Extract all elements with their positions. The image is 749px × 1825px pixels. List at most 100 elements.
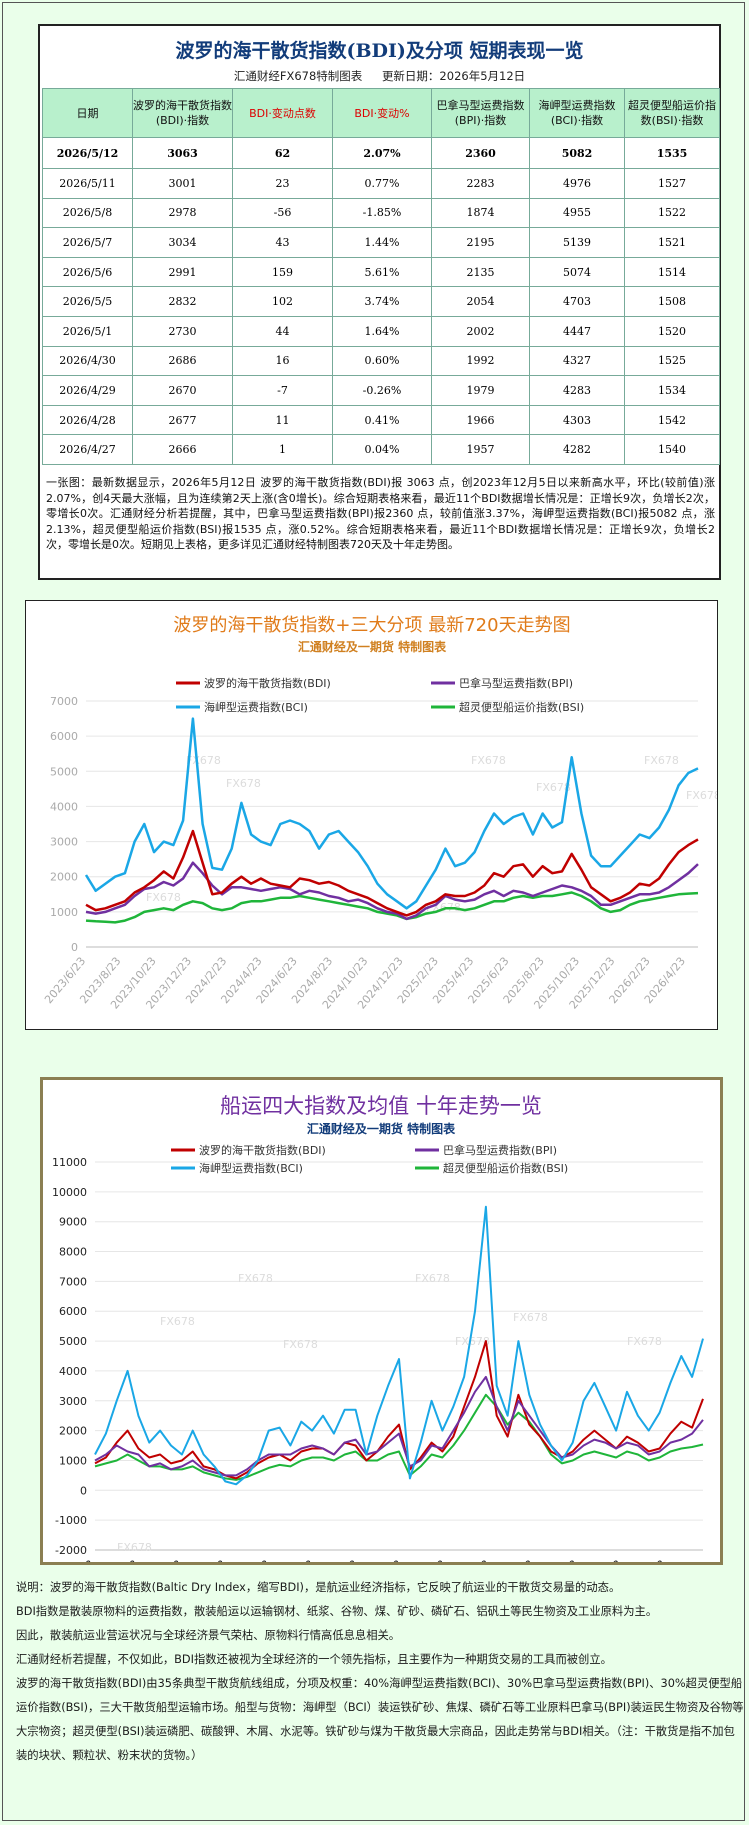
table-cell: 4303 — [529, 404, 625, 436]
legend-label-bsi: 超灵便型船运价指数(BSI) — [443, 1161, 568, 1175]
watermark: FX678 — [146, 891, 181, 904]
table-cell: 1525 — [624, 345, 720, 377]
y-tick-label: 4000 — [59, 1365, 87, 1378]
watermark: FX678 — [226, 777, 261, 790]
description-line: 说明：波罗的海干散货指数(Baltic Dry Index，缩写BDI)，是航运… — [16, 1581, 621, 1594]
chart-title: 船运四大指数及均值 十年走势一览 — [220, 1094, 542, 1118]
x-tick-label: 2016/1/3 — [187, 1558, 229, 1562]
table-cell: 2195 — [431, 227, 530, 258]
table-row: 2026/4/29 2670 -7 -0.26% 1979 4283 1534 — [42, 375, 720, 406]
table-row: 2026/5/11 3001 23 0.77% 2283 4976 1527 — [42, 168, 720, 199]
table-summary-note: 一张图：最新数据显示，2026年5月12日 波罗的海干散货指数(BDI)报 30… — [46, 476, 715, 551]
table-row: 2026/5/6 2991 159 5.61% 2135 5074 1514 — [42, 256, 720, 288]
table-cell: 2026/5/5 — [42, 286, 133, 317]
table-cell: 2026/5/12 — [42, 137, 133, 169]
watermark: FX678 — [455, 1335, 490, 1348]
table-header-row: 日期 波罗的海干散货指数(BDI)·指数 BDI·变动点数 BDI·变动% 巴拿… — [42, 88, 720, 138]
table-cell: 5082 — [529, 137, 625, 169]
y-tick-label: 3000 — [59, 1395, 87, 1408]
table-row: 2026/5/1 2730 44 1.64% 2002 4447 1520 — [42, 315, 720, 347]
series-line-bci — [84, 717, 699, 910]
legend-label-bsi: 超灵便型船运价指数(BSI) — [459, 700, 584, 714]
y-tick-label: 5000 — [50, 765, 78, 778]
table-cell: 1992 — [431, 345, 530, 377]
table-row: 2026/5/7 3034 43 1.44% 2195 5139 1521 — [42, 227, 720, 258]
table-cell: 159 — [232, 256, 333, 288]
table-cell: 16 — [232, 345, 333, 377]
table-cell: 1514 — [624, 256, 720, 288]
legend-label-bdi: 波罗的海干散货指数(BDI) — [199, 1143, 326, 1157]
y-tick-label: 6000 — [59, 1305, 87, 1318]
table-cell: 2832 — [132, 286, 233, 317]
table-cell: 2686 — [132, 345, 233, 377]
table-subtitle: 汇通财经FX678特制图表 更新日期：2026年5月12日 — [40, 68, 719, 84]
y-tick-label: 0 — [80, 1484, 87, 1497]
table-cell: 5139 — [529, 227, 625, 258]
y-tick-label: 5000 — [59, 1335, 87, 1348]
table-cell: 1966 — [431, 404, 530, 436]
table-cell: 0.77% — [332, 168, 432, 199]
legend-label-bpi: 巴拿马型运费指数(BPI) — [443, 1143, 557, 1157]
x-tick-label: 2015/1/3 — [144, 1558, 186, 1562]
y-tick-label: 4000 — [50, 800, 78, 813]
series-line-bpi — [85, 861, 699, 921]
x-tick-label: 2025/1/3 — [583, 1558, 625, 1562]
table-cell: 4447 — [529, 315, 625, 347]
x-tick-label: 2018/1/3 — [275, 1558, 317, 1562]
description-line: 波罗的海干散货指数(BDI)由35条典型干散货航线组成，分项及权重：40%海岬型… — [16, 1677, 744, 1762]
table-cell: 2026/5/6 — [42, 256, 133, 288]
chart-subtitle: 汇通财经及一期货 特制图表 — [298, 639, 447, 654]
table-cell: 2026/5/7 — [42, 227, 133, 258]
table-cell: 1520 — [624, 315, 720, 347]
watermark: FX678 — [686, 789, 717, 802]
col-header-bpi: 巴拿马型运费指数(BPI)·指数 — [431, 88, 530, 138]
watermark: FX678 — [415, 1272, 450, 1285]
table-cell: 2360 — [431, 137, 530, 169]
x-tick-label: 2021/1/3 — [407, 1558, 449, 1562]
table-cell: 2283 — [431, 168, 530, 199]
series-line-bdi — [85, 829, 699, 917]
table-cell: 2.07% — [332, 137, 432, 169]
producer-label: 汇通财经FX678特制图表 — [233, 69, 363, 83]
table-row: 2026/4/28 2677 11 0.41% 1966 4303 1542 — [42, 404, 720, 436]
table-cell: 4327 — [529, 345, 625, 377]
y-tick-label: 7000 — [59, 1275, 87, 1288]
table-cell: 3001 — [132, 168, 233, 199]
x-tick-label: 2024/1/3 — [539, 1558, 581, 1562]
chart-subtitle: 汇通财经及一期货 特制图表 — [307, 1121, 456, 1136]
description-line: BDI指数是散装原物料的运费指数，散装船运以运输钢材、纸浆、谷物、煤、矿砂、磷矿… — [16, 1605, 658, 1618]
legend-label-bci: 海岬型运费指数(BCI) — [204, 700, 308, 714]
table-cell: 2666 — [132, 434, 233, 465]
description-line: 因此，散装航运业营运状况与全球经济景气荣枯、原物料行情高低息息相关。 — [16, 1629, 401, 1642]
table-cell: 4703 — [529, 286, 625, 317]
y-tick-label: 6000 — [50, 730, 78, 743]
table-row: 2026/4/30 2686 16 0.60% 1992 4327 1525 — [42, 345, 720, 377]
y-tick-label: 8000 — [59, 1246, 87, 1259]
x-tick-label: 2023/1/3 — [495, 1558, 537, 1562]
table-cell: 1.44% — [332, 227, 432, 258]
update-date: 更新日期：2026年5月12日 — [381, 69, 526, 83]
table-cell: 1540 — [624, 434, 720, 465]
y-tick-label: 3000 — [50, 836, 78, 849]
y-tick-label: 1000 — [50, 906, 78, 919]
table-row: 2026/5/8 2978 -56 -1.85% 1874 4955 1522 — [42, 197, 720, 229]
y-tick-label: 7000 — [50, 695, 78, 708]
table-cell: 2026/5/8 — [42, 197, 133, 229]
table-cell: 1 — [232, 434, 333, 465]
table-cell: 1979 — [431, 375, 530, 406]
table-cell: 1534 — [624, 375, 720, 406]
table-cell: 2054 — [431, 286, 530, 317]
series-line-bsi — [94, 1393, 704, 1481]
watermark: FX678 — [238, 1272, 273, 1285]
watermark: FX678 — [513, 1311, 548, 1324]
table-cell: 4283 — [529, 375, 625, 406]
watermark: FX678 — [627, 1335, 662, 1348]
y-tick-label: -1000 — [55, 1514, 87, 1527]
table-cell: 3063 — [132, 137, 233, 169]
description-block: 说明：波罗的海干散货指数(Baltic Dry Index，缩写BDI)，是航运… — [16, 1576, 744, 1768]
watermark: FX678 — [160, 1315, 195, 1328]
table-cell: 5.61% — [332, 256, 432, 288]
